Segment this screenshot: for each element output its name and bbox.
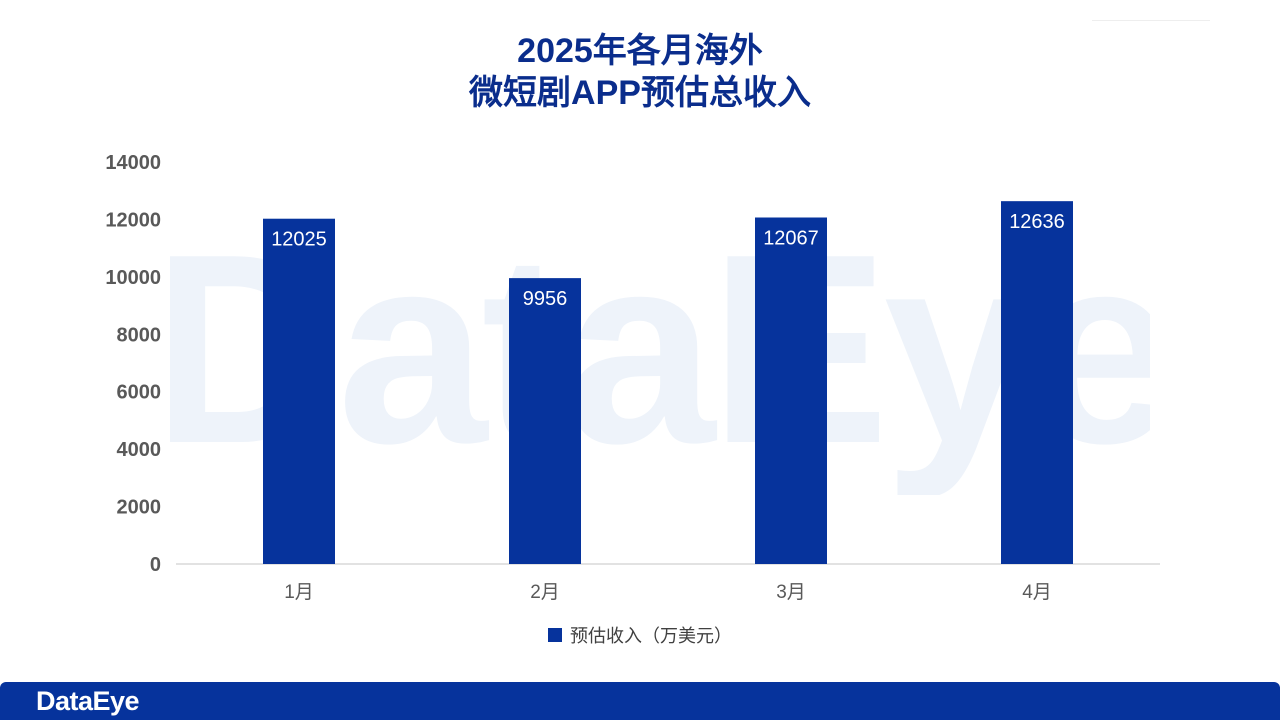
bar-0 <box>263 218 335 565</box>
bar-1 <box>509 278 581 564</box>
bar-3 <box>1001 201 1073 564</box>
x-tick-label-3: 4月 <box>1022 582 1052 603</box>
corner-decoration <box>1092 20 1210 21</box>
y-tick-label-0: 0 <box>150 554 161 576</box>
legend-swatch <box>548 628 562 642</box>
chart-title: 2025年各月海外 微短剧APP预估总收入 <box>0 30 1280 114</box>
footer-logo: DataEye <box>36 685 140 716</box>
chart-title-line-2: 微短剧APP预估总收入 <box>469 74 811 112</box>
legend-label: 预估收入（万美元） <box>570 626 732 646</box>
y-tick-label-7: 14000 <box>105 152 161 174</box>
legend: 预估收入（万美元） <box>0 622 1280 648</box>
y-tick-label-5: 10000 <box>105 267 161 289</box>
y-tick-label-4: 8000 <box>117 324 162 346</box>
footer-bar: DataEye <box>0 682 1280 720</box>
x-tick-label-2: 3月 <box>776 582 806 603</box>
y-tick-label-1: 2000 <box>117 497 162 519</box>
chart-title-line-1: 2025年各月海外 <box>517 32 763 70</box>
data-label-0: 12025 <box>271 229 327 251</box>
data-label-3: 12636 <box>1009 211 1065 233</box>
y-tick-label-3: 6000 <box>117 382 162 404</box>
y-tick-label-6: 12000 <box>105 209 161 231</box>
data-label-1: 9956 <box>523 288 568 310</box>
x-tick-label-1: 2月 <box>530 582 560 603</box>
x-tick-label-0: 1月 <box>284 582 314 603</box>
data-label-2: 12067 <box>763 228 819 250</box>
y-tick-label-2: 4000 <box>117 439 162 461</box>
bar-2 <box>755 217 827 565</box>
